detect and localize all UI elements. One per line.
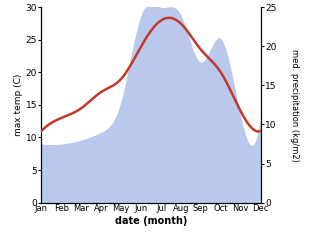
X-axis label: date (month): date (month) bbox=[115, 216, 187, 226]
Y-axis label: med. precipitation (kg/m2): med. precipitation (kg/m2) bbox=[290, 49, 299, 161]
Y-axis label: max temp (C): max temp (C) bbox=[14, 74, 23, 136]
